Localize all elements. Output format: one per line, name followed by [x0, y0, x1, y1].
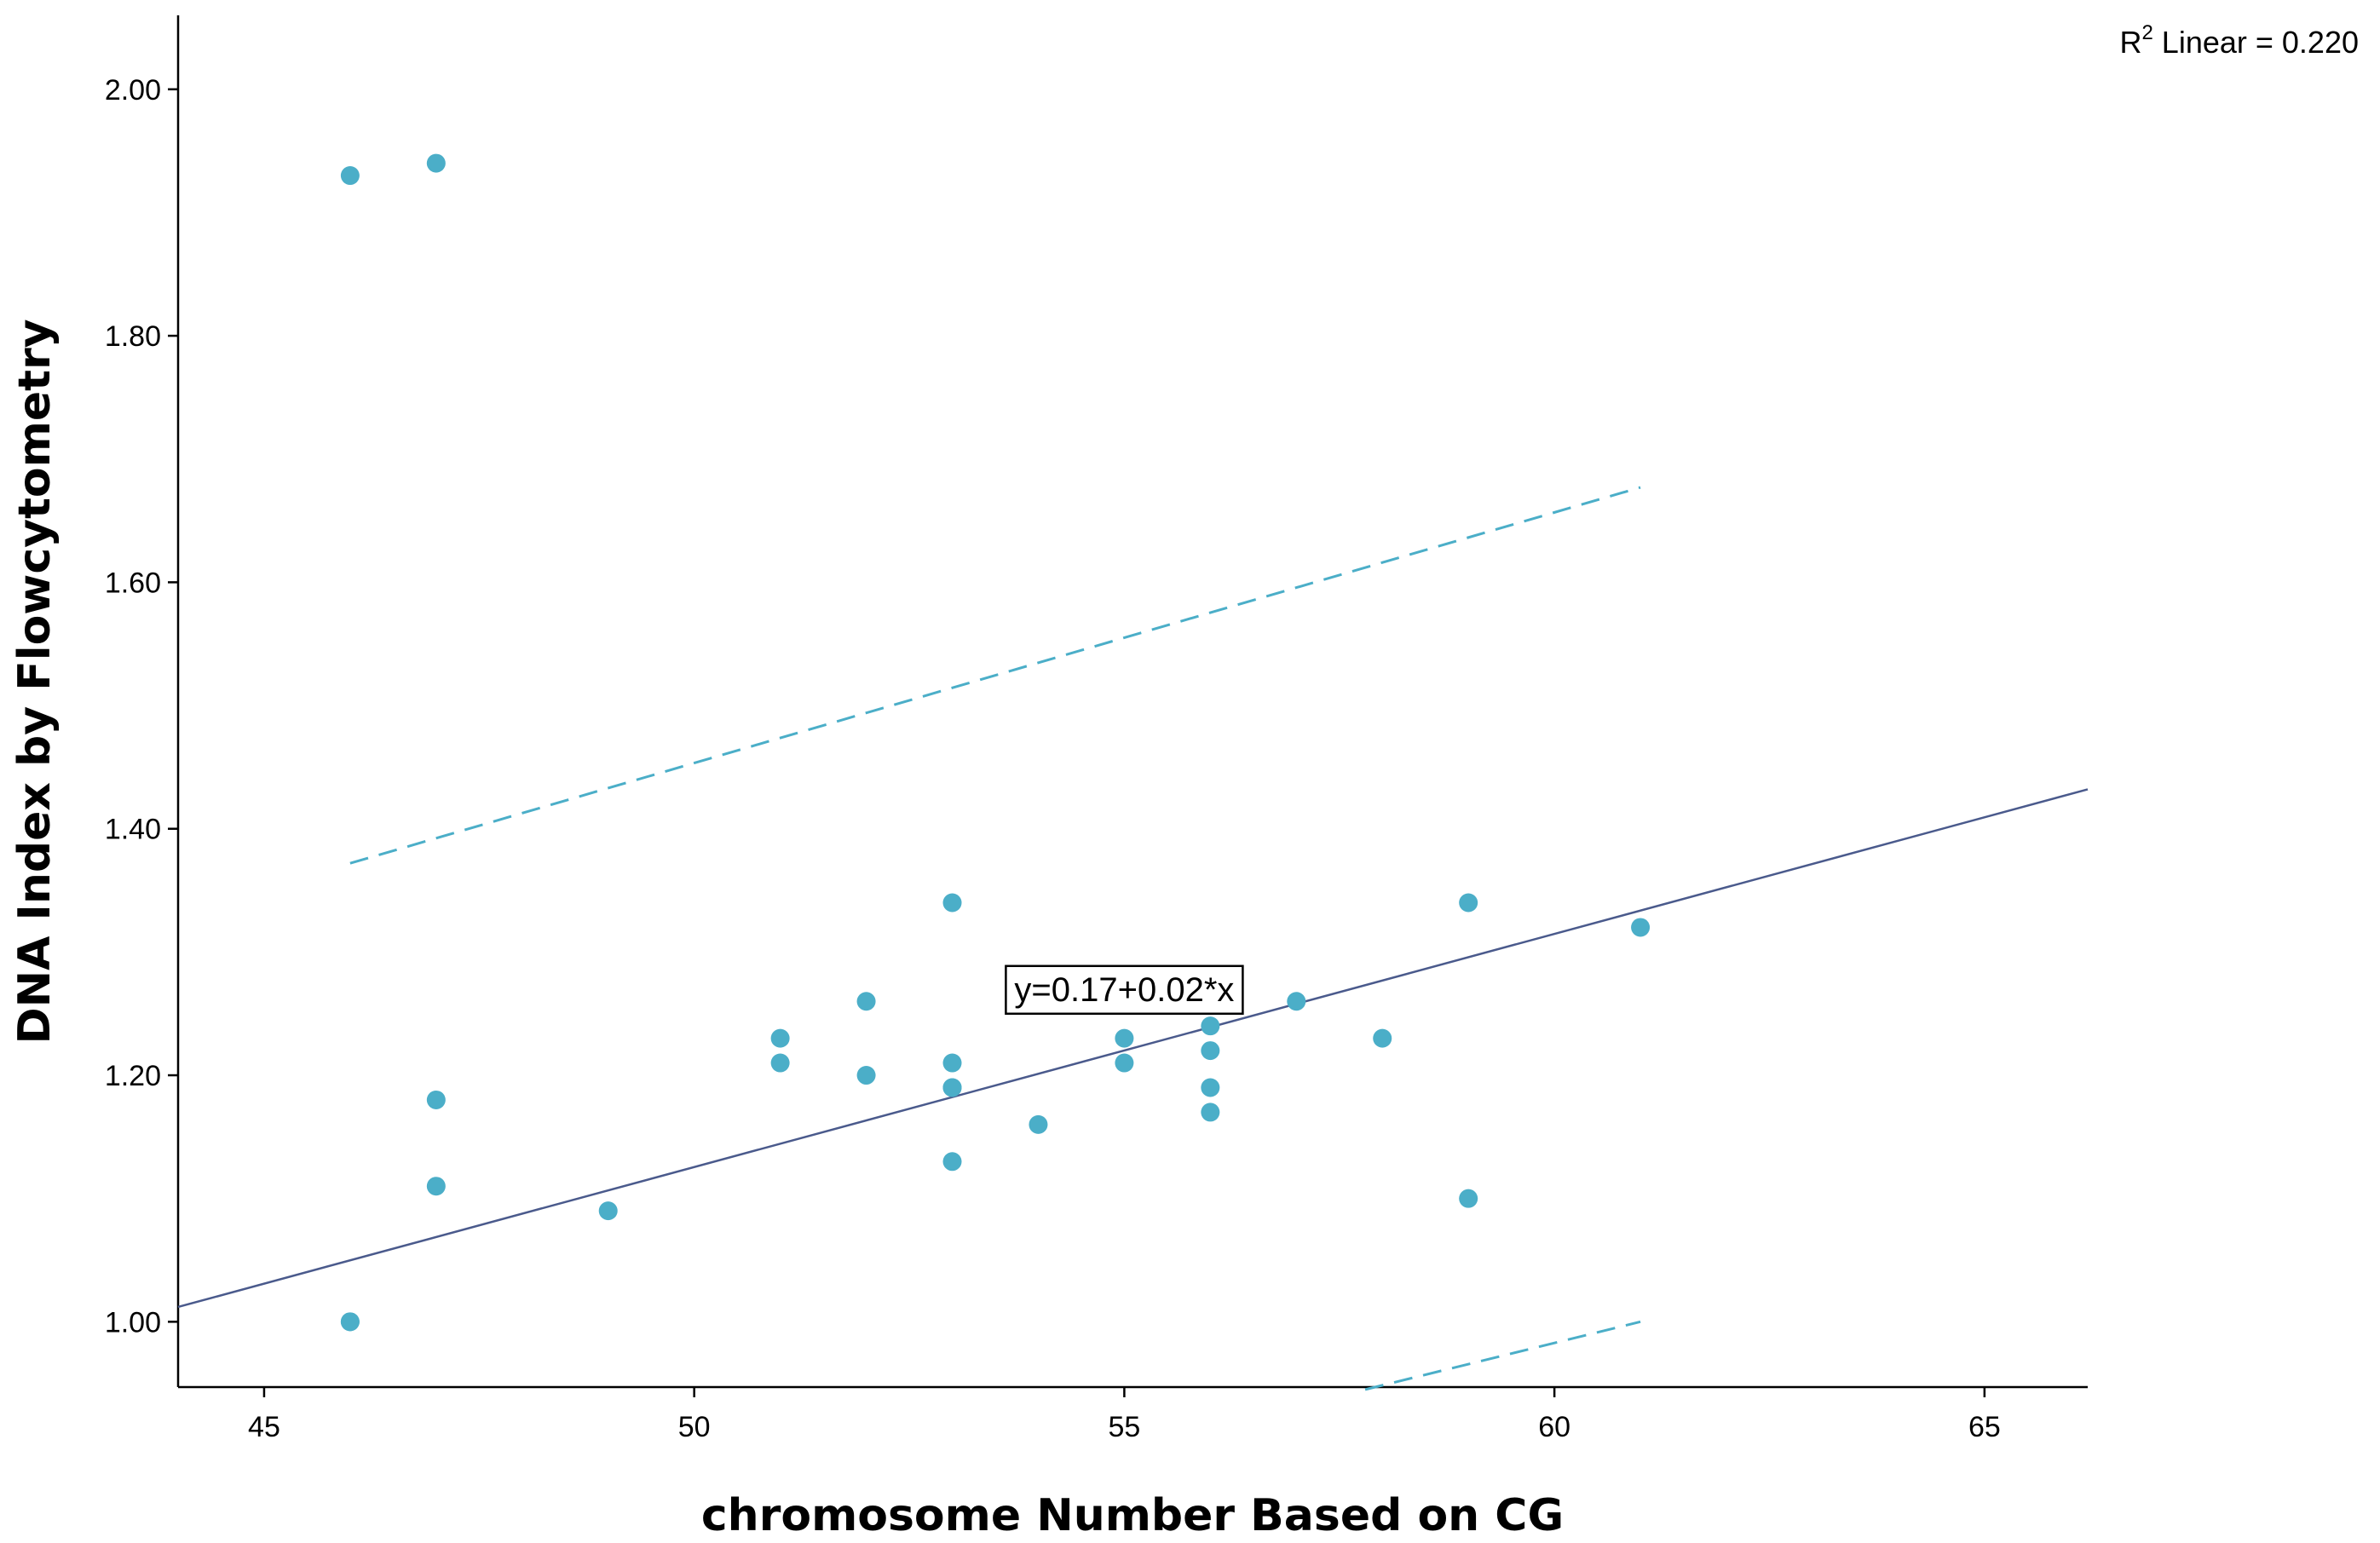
- x-tick-label: 45: [248, 1411, 280, 1443]
- fit-line: [177, 788, 2089, 1309]
- y-tick-label: 1.60: [105, 567, 161, 599]
- data-point: [1631, 918, 1651, 937]
- data-point: [770, 1053, 790, 1073]
- data-point: [1201, 1041, 1220, 1061]
- y-ticks: 1.00 1.20 1.40 1.60 1.80 2.00: [105, 74, 178, 1339]
- data-point: [1115, 1028, 1134, 1048]
- fit-lines: [177, 486, 2089, 1391]
- equation-label: y=0.17+0.02*x: [1014, 971, 1234, 1009]
- data-point: [856, 992, 876, 1011]
- data-point: [1029, 1114, 1048, 1134]
- data-point: [426, 153, 446, 173]
- data-point: [942, 1152, 962, 1172]
- equation-box: [1005, 964, 1244, 1016]
- x-tick-label: 55: [1108, 1411, 1140, 1443]
- data-point: [1373, 1028, 1392, 1048]
- data-point: [1201, 1078, 1220, 1097]
- x-tick-label: 60: [1538, 1411, 1570, 1443]
- r2-value: Linear = 0.220: [2153, 25, 2359, 60]
- data-point: [340, 166, 360, 186]
- y-axis-title: DNA Index by Flowcytometry: [9, 319, 61, 1044]
- data-point: [942, 1078, 962, 1097]
- y-tick-label: 1.20: [105, 1060, 161, 1092]
- y-tick-label: 1.00: [105, 1306, 161, 1339]
- r2-superscript: 2: [2141, 21, 2152, 44]
- ci-upper-line: [349, 486, 1641, 865]
- ci-lower-line: [1364, 1320, 1641, 1391]
- data-point: [770, 1028, 790, 1048]
- data-points: [340, 153, 1651, 1332]
- data-point: [1459, 1189, 1478, 1208]
- data-point: [1115, 1053, 1134, 1073]
- data-point: [340, 1312, 360, 1332]
- x-tick-label: 65: [1968, 1411, 2001, 1443]
- data-point: [942, 1053, 962, 1073]
- x-axis-title: chromosome Number Based on CG: [701, 1490, 1564, 1541]
- y-tick-label: 1.80: [105, 320, 161, 353]
- r2-annotation: R2 Linear = 0.220: [2119, 21, 2359, 60]
- y-tick-label: 2.00: [105, 74, 161, 107]
- plot-area: 1.00 1.20 1.40 1.60 1.80 2.00 45 50 55 60 65 y=0.…: [105, 15, 2089, 1443]
- data-point: [1459, 893, 1478, 913]
- data-point: [1287, 992, 1306, 1011]
- data-point: [1201, 1016, 1220, 1036]
- x-tick-label: 50: [678, 1411, 711, 1443]
- data-point: [942, 893, 962, 913]
- r2-prefix: R: [2119, 25, 2141, 60]
- data-point: [426, 1090, 446, 1109]
- data-point: [856, 1066, 876, 1085]
- data-point: [1201, 1103, 1220, 1122]
- equation-annotation: y=0.17+0.02*x: [1005, 964, 1244, 1016]
- x-ticks: 45 50 55 60 65: [248, 1387, 2001, 1443]
- data-point: [598, 1201, 618, 1221]
- y-tick-label: 1.40: [105, 814, 161, 846]
- data-point: [426, 1177, 446, 1196]
